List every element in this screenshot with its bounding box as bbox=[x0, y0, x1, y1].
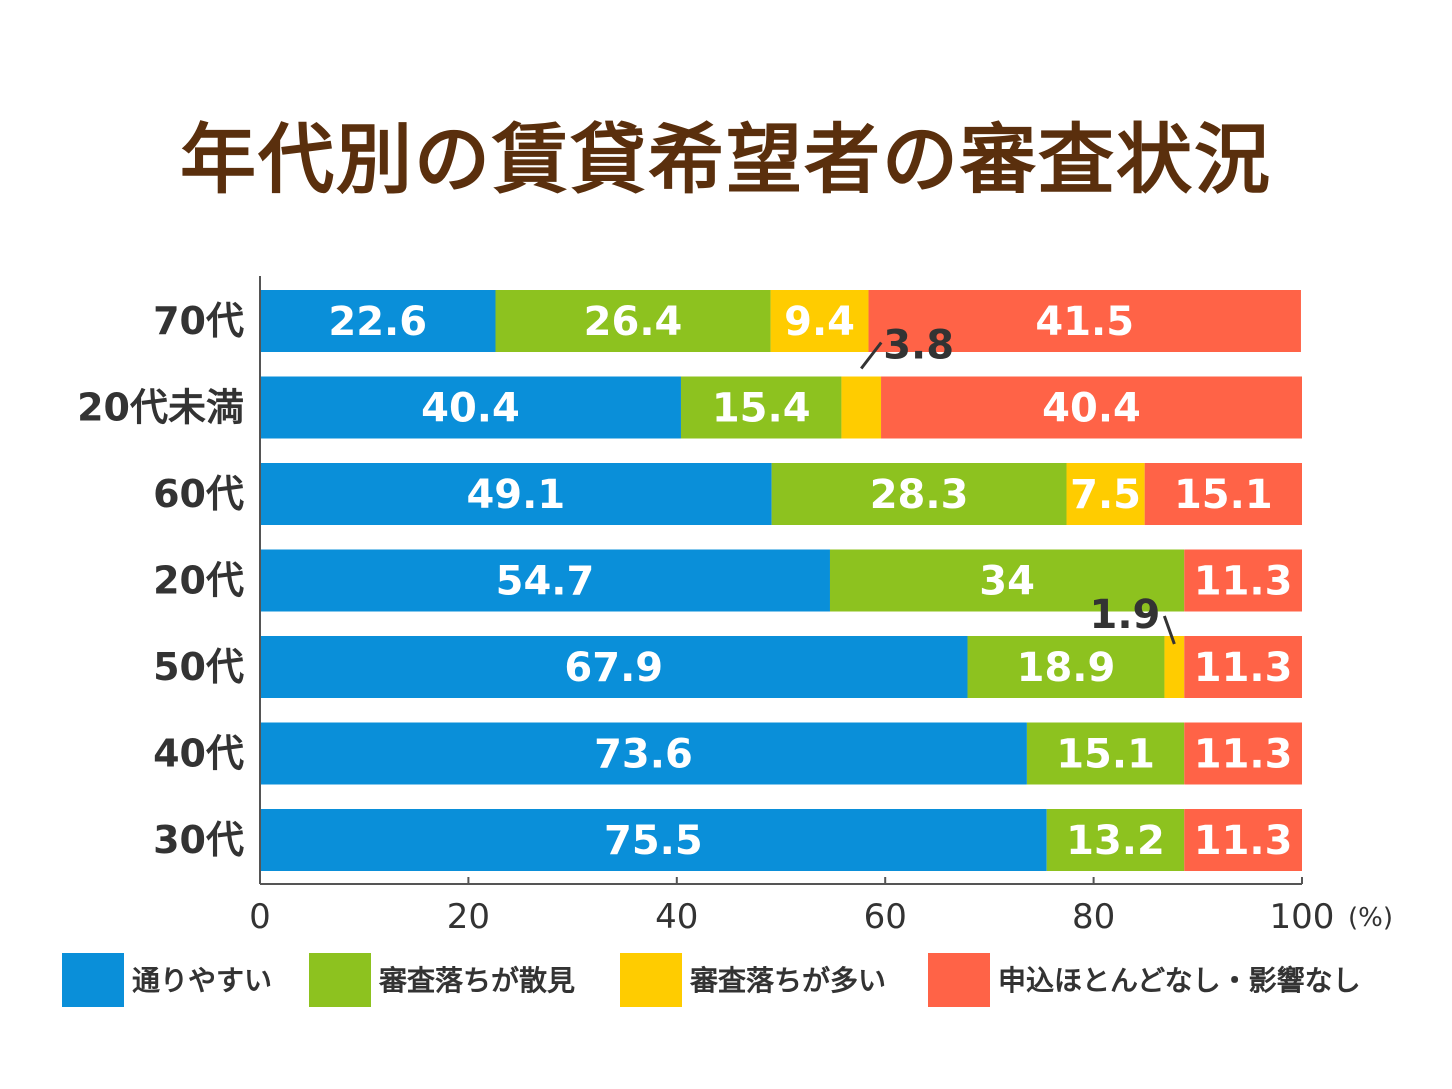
legend-swatch bbox=[620, 953, 682, 1007]
bars-group bbox=[260, 290, 1302, 871]
data-label: 34 bbox=[979, 559, 1035, 605]
data-label: 67.9 bbox=[564, 645, 663, 691]
bar-segment bbox=[868, 290, 1301, 352]
legend-swatch bbox=[62, 953, 124, 1007]
x-axis-unit: (%) bbox=[1348, 903, 1393, 933]
chart-title: 年代別の賃貸希望者の審査状況 bbox=[180, 115, 1272, 204]
data-label: 28.3 bbox=[870, 472, 969, 518]
bar-segment bbox=[260, 463, 772, 525]
data-label: 22.6 bbox=[328, 299, 427, 345]
bar-segment bbox=[1184, 636, 1302, 698]
x-tick-label: 20 bbox=[447, 897, 490, 937]
data-label: 7.5 bbox=[1070, 472, 1141, 518]
legend-label: 審査落ちが散見 bbox=[378, 964, 575, 997]
bar-segment bbox=[260, 290, 496, 352]
data-label: 11.3 bbox=[1194, 559, 1293, 605]
bar-segment bbox=[1144, 463, 1302, 525]
category-label: 40代 bbox=[153, 732, 244, 776]
bar-segment bbox=[1026, 722, 1185, 785]
bar-segment bbox=[1066, 463, 1145, 525]
bar-segment bbox=[967, 636, 1165, 698]
bar-segment bbox=[260, 549, 830, 612]
legend-label: 通りやすい bbox=[132, 964, 272, 997]
x-tick-label: 40 bbox=[655, 897, 698, 937]
bar-segment bbox=[260, 376, 681, 439]
data-label: 40.4 bbox=[1042, 386, 1141, 432]
bar-segment bbox=[841, 376, 882, 439]
bar-segment bbox=[1184, 722, 1302, 785]
data-label-outside: 1.9 bbox=[1089, 592, 1160, 638]
bar-segment bbox=[260, 722, 1027, 785]
bar-segment bbox=[1184, 549, 1302, 612]
data-label: 41.5 bbox=[1035, 299, 1134, 345]
category-label: 50代 bbox=[153, 645, 244, 689]
data-label: 15.4 bbox=[712, 386, 811, 432]
x-tick-label: 80 bbox=[1072, 897, 1115, 937]
bar-segment bbox=[1046, 809, 1185, 871]
data-label: 26.4 bbox=[584, 299, 683, 345]
x-tick-label: 0 bbox=[249, 897, 271, 937]
data-label: 73.6 bbox=[594, 732, 693, 778]
category-label: 30代 bbox=[153, 818, 244, 862]
leader-line bbox=[860, 341, 883, 370]
legend-label: 申込ほとんどなし・影響なし bbox=[998, 964, 1361, 997]
x-tick-label: 100 bbox=[1270, 897, 1335, 937]
category-label: 20代 bbox=[153, 559, 244, 603]
data-label: 11.3 bbox=[1194, 645, 1293, 691]
leader-line bbox=[1162, 615, 1176, 645]
bar-segment bbox=[771, 463, 1067, 525]
x-tick-label: 60 bbox=[864, 897, 907, 937]
data-labels-group: 22.6 26.4 9.4 41.5 40.4 15.4 3.8 40.4 49.1 28.3 7.… bbox=[328, 299, 1292, 864]
data-label-outside: 3.8 bbox=[883, 323, 954, 369]
bar-segment bbox=[680, 376, 842, 439]
data-label: 11.3 bbox=[1194, 732, 1293, 778]
bar-segment bbox=[770, 290, 869, 352]
data-label: 13.2 bbox=[1066, 818, 1165, 864]
bar-segment bbox=[1184, 809, 1302, 871]
category-label: 20代未満 bbox=[77, 386, 244, 430]
data-label: 15.1 bbox=[1056, 732, 1155, 778]
axes-group: 0 20 40 60 80 100 (%) bbox=[249, 276, 1393, 937]
data-label: 18.9 bbox=[1017, 645, 1116, 691]
data-label: 9.4 bbox=[784, 299, 855, 345]
bar-segment bbox=[260, 636, 968, 698]
category-label: 60代 bbox=[153, 472, 244, 516]
legend-group: 通りやすい 審査落ちが散見 審査落ちが多い 申込ほとんどなし・影響なし bbox=[62, 953, 1361, 1007]
legend-swatch bbox=[309, 953, 371, 1007]
data-label: 54.7 bbox=[496, 559, 595, 605]
data-label: 49.1 bbox=[466, 472, 565, 518]
bar-segment bbox=[260, 809, 1047, 871]
bar-segment bbox=[495, 290, 771, 352]
category-label: 70代 bbox=[153, 299, 244, 343]
bar-segment bbox=[829, 549, 1185, 612]
bar-segment bbox=[1164, 636, 1185, 698]
category-labels-group: 70代 20代未満 60代 20代 50代 40代 30代 bbox=[77, 299, 244, 862]
legend-swatch bbox=[928, 953, 990, 1007]
data-label: 11.3 bbox=[1194, 818, 1293, 864]
data-label: 15.1 bbox=[1174, 472, 1273, 518]
legend-label: 審査落ちが多い bbox=[689, 964, 886, 997]
bar-segment bbox=[881, 376, 1302, 439]
data-label: 40.4 bbox=[421, 386, 520, 432]
data-label: 75.5 bbox=[604, 818, 703, 864]
